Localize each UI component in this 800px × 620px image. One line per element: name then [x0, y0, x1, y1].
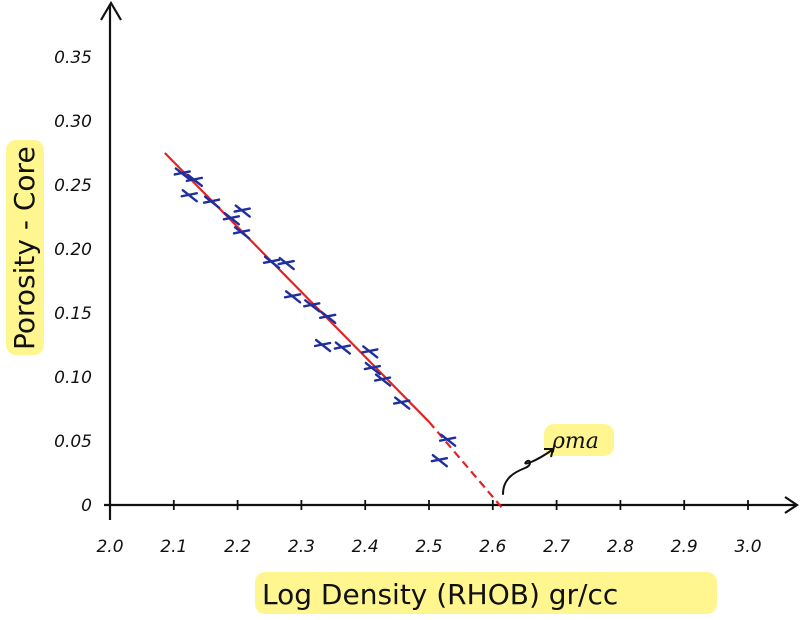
- y-tick-label: 0.15: [54, 304, 92, 324]
- ylabel-highlight: [6, 140, 44, 355]
- x-tick-label: 2.3: [288, 537, 315, 557]
- y-tick-label: 0.35: [54, 48, 92, 68]
- annotation-highlight: [544, 424, 614, 456]
- x-marker-icon: [233, 204, 251, 218]
- arrow-head-icon: [544, 448, 555, 458]
- x-axis-arrow-icon: [784, 496, 799, 514]
- y-tick-label: 0.20: [54, 240, 92, 260]
- x-tick-label: 2.1: [160, 537, 187, 557]
- x-marker-icon: [361, 345, 379, 359]
- y-tick-label: 0.30: [54, 112, 92, 132]
- x-marker-icon: [318, 310, 337, 325]
- axes: [100, 0, 799, 520]
- x-marker-icon: [393, 396, 411, 410]
- label-highlights: [6, 140, 717, 614]
- curved-arrow-icon: [502, 449, 553, 495]
- x-tick-label: 2.7: [543, 537, 570, 557]
- y-tick-label: 0.10: [54, 368, 92, 388]
- x-tick-label: 2.6: [479, 537, 506, 557]
- x-axis-title: Log Density (RHOB) gr/cc: [262, 578, 618, 611]
- x-marker-icon: [232, 226, 251, 240]
- x-marker-icon: [303, 299, 321, 313]
- annotation-label: ρma: [551, 429, 599, 454]
- x-marker-icon: [333, 341, 352, 355]
- y-tick-label: 0.25: [54, 176, 92, 196]
- x-marker-icon: [373, 373, 392, 387]
- x-marker-icon: [430, 454, 449, 468]
- x-tick-label: 2.0: [96, 537, 123, 557]
- x-tick-label: 2.2: [224, 537, 251, 557]
- x-marker-icon: [438, 433, 457, 447]
- x-marker-icon: [202, 195, 221, 209]
- x-marker-icon: [222, 212, 241, 226]
- x-tick-label: 2.8: [607, 537, 634, 557]
- x-marker-icon: [283, 290, 302, 304]
- tick-labels: 2.0 2.1 2.2 2.3 2.4 2.5 2.6 2.7 2.8 2.9 3.0 0 0.05 0.…: [54, 48, 761, 557]
- y-axis-arrow-icon: [100, 0, 122, 21]
- y-tick-label: 0.05: [54, 432, 92, 452]
- x-marker-icon: [185, 173, 204, 188]
- x-marker-icon: [277, 256, 295, 271]
- xlabel-highlight: [255, 572, 717, 614]
- x-marker-icon: [262, 255, 281, 269]
- fit-line-solid: [164, 152, 430, 423]
- data-points: [173, 167, 457, 468]
- x-tick-label: 3.0: [734, 537, 761, 557]
- x-marker-icon: [313, 338, 332, 353]
- x-tick-label: 2.4: [352, 537, 379, 557]
- x-tick-label: 2.9: [671, 537, 698, 557]
- rho-ma-annotation: [502, 448, 555, 495]
- x-marker-icon: [363, 361, 382, 376]
- x-marker-icon: [173, 167, 191, 181]
- x-tick-label: 2.5: [415, 537, 442, 557]
- y-axis-title: Porosity - Core: [8, 146, 41, 350]
- y-tick-label: 0: [81, 496, 92, 516]
- x-marker-icon: [180, 189, 198, 203]
